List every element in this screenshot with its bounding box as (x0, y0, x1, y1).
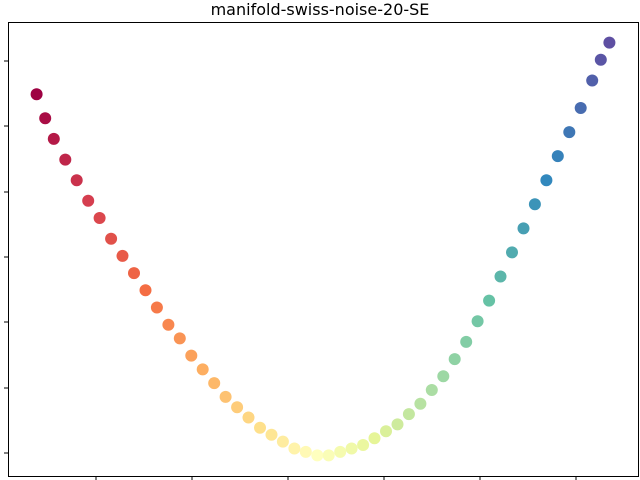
scatter-points-layer (30, 36, 616, 462)
scatter-point (563, 126, 576, 139)
scatter-point (540, 174, 553, 187)
scatter-point (425, 384, 438, 396)
scatter-point (299, 445, 312, 458)
scatter-point (128, 267, 140, 280)
scatter-point (288, 442, 301, 455)
scatter-point (173, 332, 186, 345)
scatter-point (460, 335, 473, 348)
scatter-point (70, 174, 83, 187)
scatter-point (471, 315, 484, 328)
chart-title: manifold-swiss-noise-20-SE (210, 0, 430, 19)
scatter-point (185, 349, 198, 362)
scatter-point (414, 397, 427, 410)
scatter-point (506, 246, 518, 259)
scatter-point (380, 425, 392, 438)
scatter-point (59, 153, 72, 166)
scatter-point (82, 194, 95, 207)
plot-frame (8, 22, 639, 477)
scatter-point (30, 88, 43, 101)
scatter-point (517, 222, 530, 235)
scatter-point (311, 449, 324, 462)
scatter-point (116, 249, 129, 262)
scatter-point (219, 390, 232, 403)
scatter-point (357, 439, 370, 451)
scatter-point (528, 198, 541, 211)
scatter-point (105, 232, 118, 245)
scatter-point (93, 212, 106, 224)
scatter-point (334, 445, 347, 458)
scatter-point (345, 442, 358, 455)
scatter-point (39, 112, 52, 125)
scatter-point (603, 36, 616, 49)
scatter-point (231, 401, 244, 414)
scatter-point (276, 435, 289, 448)
scatter-point (368, 432, 381, 445)
scatter-point (265, 428, 278, 441)
scatter-point (162, 318, 175, 331)
scatter-point (254, 421, 266, 434)
scatter-point (448, 353, 461, 366)
scatter-point (139, 284, 152, 297)
scatter-point (586, 74, 599, 87)
scatter-point (551, 150, 564, 163)
scatter-point (196, 363, 209, 376)
axis-ticks-layer (4, 60, 577, 480)
scatter-point (494, 270, 507, 283)
scatter-point (150, 301, 163, 314)
scatter-point (402, 408, 415, 421)
scatter-point (242, 411, 255, 424)
scatter-point (594, 53, 607, 66)
scatter-point (322, 449, 335, 462)
scatter-point (574, 102, 587, 114)
scatter-point (483, 294, 496, 307)
scatter-point (391, 418, 404, 431)
scatter-point (47, 132, 60, 145)
scatter-point (437, 370, 450, 383)
scatter-point (208, 377, 221, 390)
